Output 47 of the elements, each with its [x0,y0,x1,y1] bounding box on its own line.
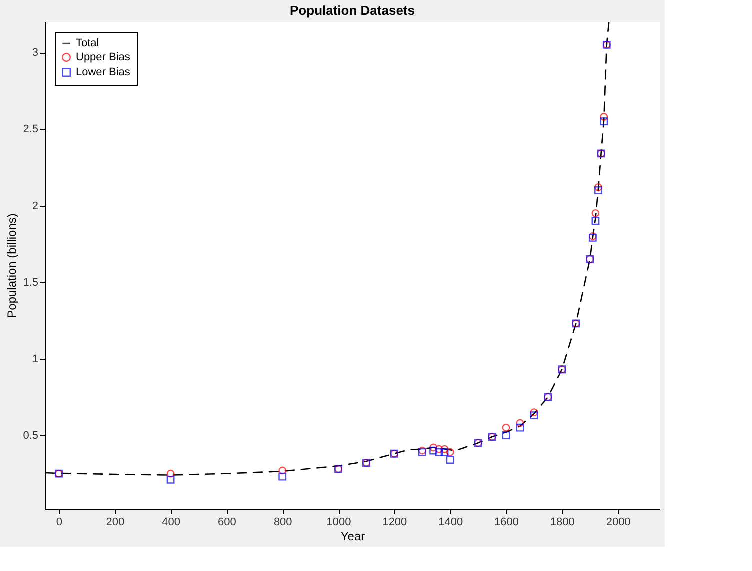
point [446,456,454,464]
x-tick-label: 200 [106,516,125,528]
point [278,466,287,475]
point [430,444,438,452]
point [592,209,600,218]
point [435,448,444,456]
point [600,113,608,121]
y-tick-label: 1.5 [23,276,38,289]
y-axis-title: Population (billions) [5,214,20,318]
x-tick-label: 2000 [606,516,631,528]
x-tick-label: 1800 [550,516,575,528]
point [516,424,524,432]
x-tick-label: 600 [218,516,236,528]
point [600,118,608,126]
legend-label: Upper Bias [76,52,131,64]
y-tick-label: 2 [32,200,38,212]
x-tick-label: 400 [162,516,180,528]
x-tick-label: 1000 [326,516,352,528]
y-tick-label: 0.5 [23,430,38,442]
x-tick-label: 1200 [382,516,408,528]
y-tick-label: 2.5 [23,124,38,136]
y-tick-label: 1 [32,353,38,366]
point [440,445,449,454]
x-axis-title: Year [340,530,366,544]
point [502,424,510,432]
x-tick-label: 0 [56,516,63,528]
point [166,476,175,484]
x-tick-label: 1400 [438,516,464,528]
point [530,412,538,420]
point [516,419,524,428]
point [502,432,510,440]
point [166,470,175,478]
point [594,186,602,194]
x-tick-label: 800 [274,516,292,528]
point [530,408,538,416]
x-tick-label: 1600 [494,516,519,528]
point [594,183,602,192]
y-tick-label: 3 [32,47,38,60]
point [278,472,287,481]
legend-label: Lower Bias [76,66,131,78]
legend-label: Total [76,38,100,50]
point [430,446,438,455]
point [440,448,449,456]
point [435,445,444,454]
chart-title: Population Datasets [290,3,415,18]
point [446,448,454,456]
point [592,217,600,226]
